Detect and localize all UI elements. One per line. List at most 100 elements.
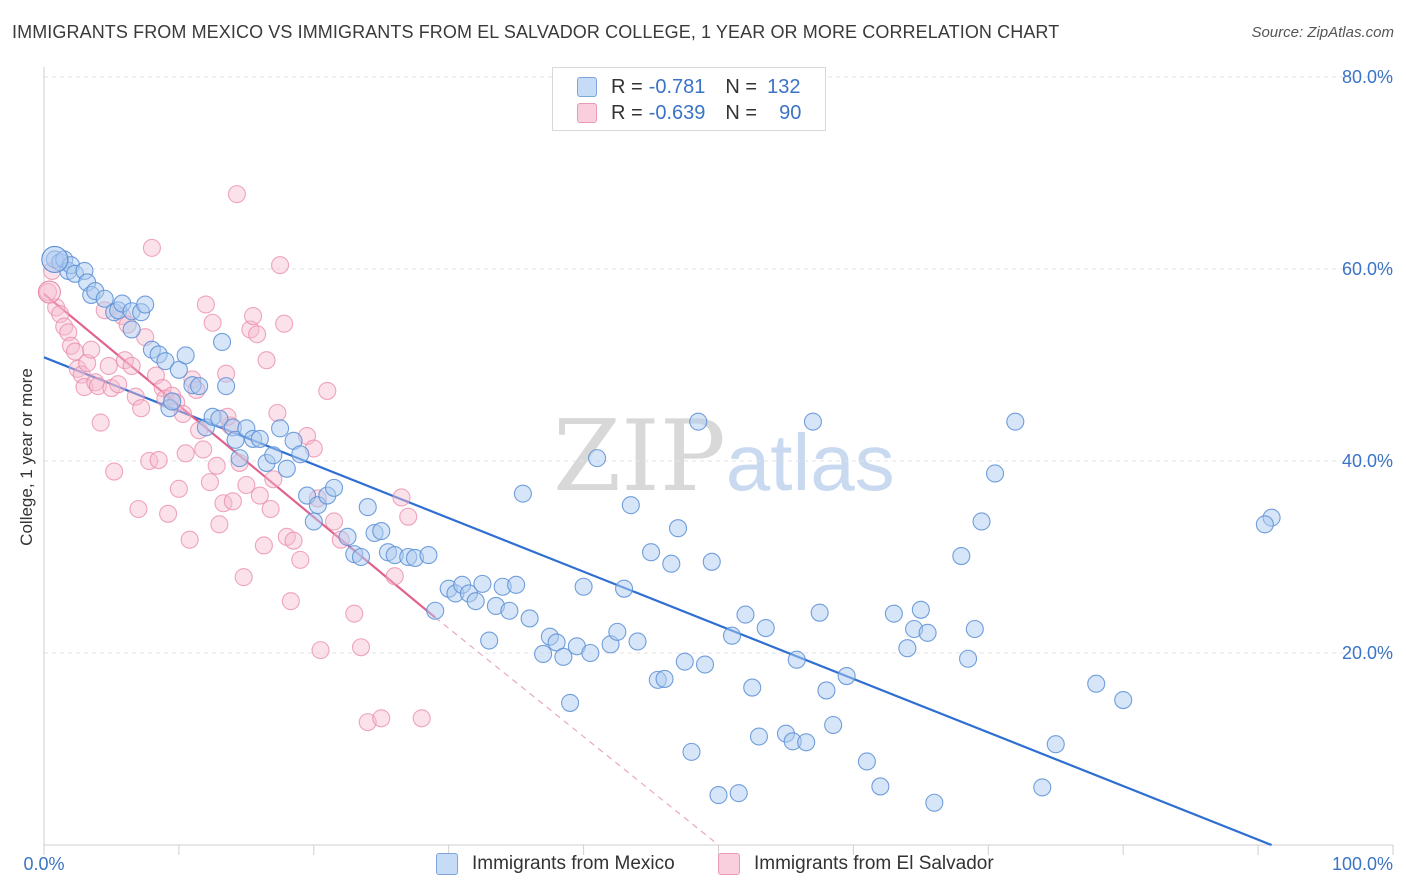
point-mexico xyxy=(884,604,903,623)
point-el-salvador xyxy=(412,709,431,728)
legend-n-value: 90 xyxy=(779,101,802,124)
y-tick-label: 20.0% xyxy=(1342,643,1393,663)
point-mexico xyxy=(756,618,775,638)
point-mexico xyxy=(641,543,661,562)
point-el-salvador xyxy=(153,378,172,398)
correlation-legend: R = -0.781 N = 132 R = -0.639 N = 90 xyxy=(552,67,826,131)
point-mexico xyxy=(702,552,721,571)
point-mexico xyxy=(1114,690,1133,710)
point-el-salvador xyxy=(250,486,269,505)
point-el-salvador xyxy=(244,306,263,326)
point-el-salvador xyxy=(88,377,108,396)
point-mexico xyxy=(709,786,728,805)
point-mexico xyxy=(898,639,917,658)
point-el-salvador xyxy=(275,314,294,333)
point-el-salvador xyxy=(271,256,290,275)
point-mexico xyxy=(682,742,701,761)
point-mexico-cluster xyxy=(41,245,69,273)
point-el-salvador xyxy=(257,351,276,370)
point-mexico xyxy=(466,592,485,611)
point-mexico xyxy=(338,527,357,546)
point-mexico xyxy=(736,605,755,624)
point-mexico xyxy=(985,464,1005,483)
point-el-salvador xyxy=(180,530,199,549)
point-el-salvador xyxy=(284,531,303,550)
point-mexico xyxy=(520,609,539,628)
point-mexico xyxy=(163,392,182,411)
y-tick-label: 80.0% xyxy=(1342,67,1393,87)
point-mexico xyxy=(473,574,492,593)
y-tick-label: 40.0% xyxy=(1342,451,1393,471)
bottom-legend-label-mexico: Immigrants from Mexico xyxy=(472,853,675,874)
point-mexico xyxy=(817,681,836,700)
point-mexico xyxy=(803,412,822,431)
bottom-legend-swatch-mexico xyxy=(436,853,458,875)
point-mexico xyxy=(695,655,715,674)
point-mexico xyxy=(372,522,391,541)
point-mexico xyxy=(689,412,708,431)
point-el-salvador xyxy=(109,375,128,394)
point-mexico xyxy=(250,429,269,448)
point-mexico xyxy=(787,650,806,669)
point-mexico xyxy=(277,459,296,478)
point-mexico xyxy=(797,733,816,752)
x-tick-label: 0.0% xyxy=(23,854,64,874)
point-mexico xyxy=(837,666,856,686)
point-el-salvador xyxy=(291,550,310,569)
point-mexico xyxy=(264,446,283,465)
legend-row-el-salvador: R = -0.639 N = 90 xyxy=(577,100,801,126)
point-mexico xyxy=(1046,735,1065,754)
point-mexico xyxy=(911,600,930,619)
legend-swatch-el-salvador xyxy=(577,103,597,123)
point-el-salvador xyxy=(254,536,273,555)
point-mexico xyxy=(722,626,742,645)
point-mexico xyxy=(230,449,249,468)
point-el-salvador xyxy=(203,313,222,332)
point-el-salvador-cluster xyxy=(37,280,61,304)
point-el-salvador xyxy=(59,323,78,342)
point-mexico xyxy=(959,649,978,668)
point-mexico xyxy=(226,430,245,449)
point-el-salvador xyxy=(318,381,337,400)
y-axis-label: College, 1 year or more xyxy=(17,368,36,546)
source-label: Source: ZipAtlas.com xyxy=(1251,24,1394,41)
legend-swatch-mexico xyxy=(577,77,597,97)
point-mexico xyxy=(824,715,843,735)
point-el-salvador xyxy=(261,499,280,519)
trend-line-el-salvador-extension xyxy=(434,617,719,846)
point-el-salvador xyxy=(196,295,215,314)
point-mexico xyxy=(136,295,155,314)
point-el-salvador xyxy=(210,515,229,534)
point-el-salvador xyxy=(351,638,371,657)
legend-r-value: -0.781 xyxy=(648,75,706,98)
point-mexico xyxy=(1255,515,1274,534)
point-mexico xyxy=(668,519,688,538)
point-el-salvador xyxy=(91,413,110,432)
point-mexico xyxy=(655,669,674,688)
bottom-legend-el-salvador: Immigrants from El Salvador xyxy=(718,851,994,877)
point-mexico xyxy=(608,622,627,641)
point-el-salvador xyxy=(132,399,151,418)
point-mexico xyxy=(304,512,323,531)
point-mexico xyxy=(324,478,344,497)
watermark-atlas: atlas xyxy=(725,418,895,507)
legend-n-value: 132 xyxy=(767,75,801,98)
point-mexico xyxy=(358,498,377,517)
point-mexico xyxy=(190,377,209,396)
legend-n-label: N = xyxy=(725,101,758,124)
point-el-salvador xyxy=(234,568,253,587)
point-mexico xyxy=(480,631,499,650)
point-mexico xyxy=(351,547,371,567)
point-el-salvador xyxy=(78,354,97,373)
point-el-salvador xyxy=(82,340,101,359)
x-tick-label: 100.0% xyxy=(1332,854,1393,874)
point-mexico xyxy=(574,577,593,596)
point-mexico xyxy=(210,409,229,428)
point-el-salvador xyxy=(169,479,188,498)
point-el-salvador xyxy=(149,450,168,470)
point-el-salvador xyxy=(129,499,148,519)
point-el-salvador xyxy=(392,488,411,507)
legend-r-label: R = xyxy=(611,75,643,98)
point-mexico xyxy=(918,623,937,642)
point-el-salvador xyxy=(227,185,246,204)
